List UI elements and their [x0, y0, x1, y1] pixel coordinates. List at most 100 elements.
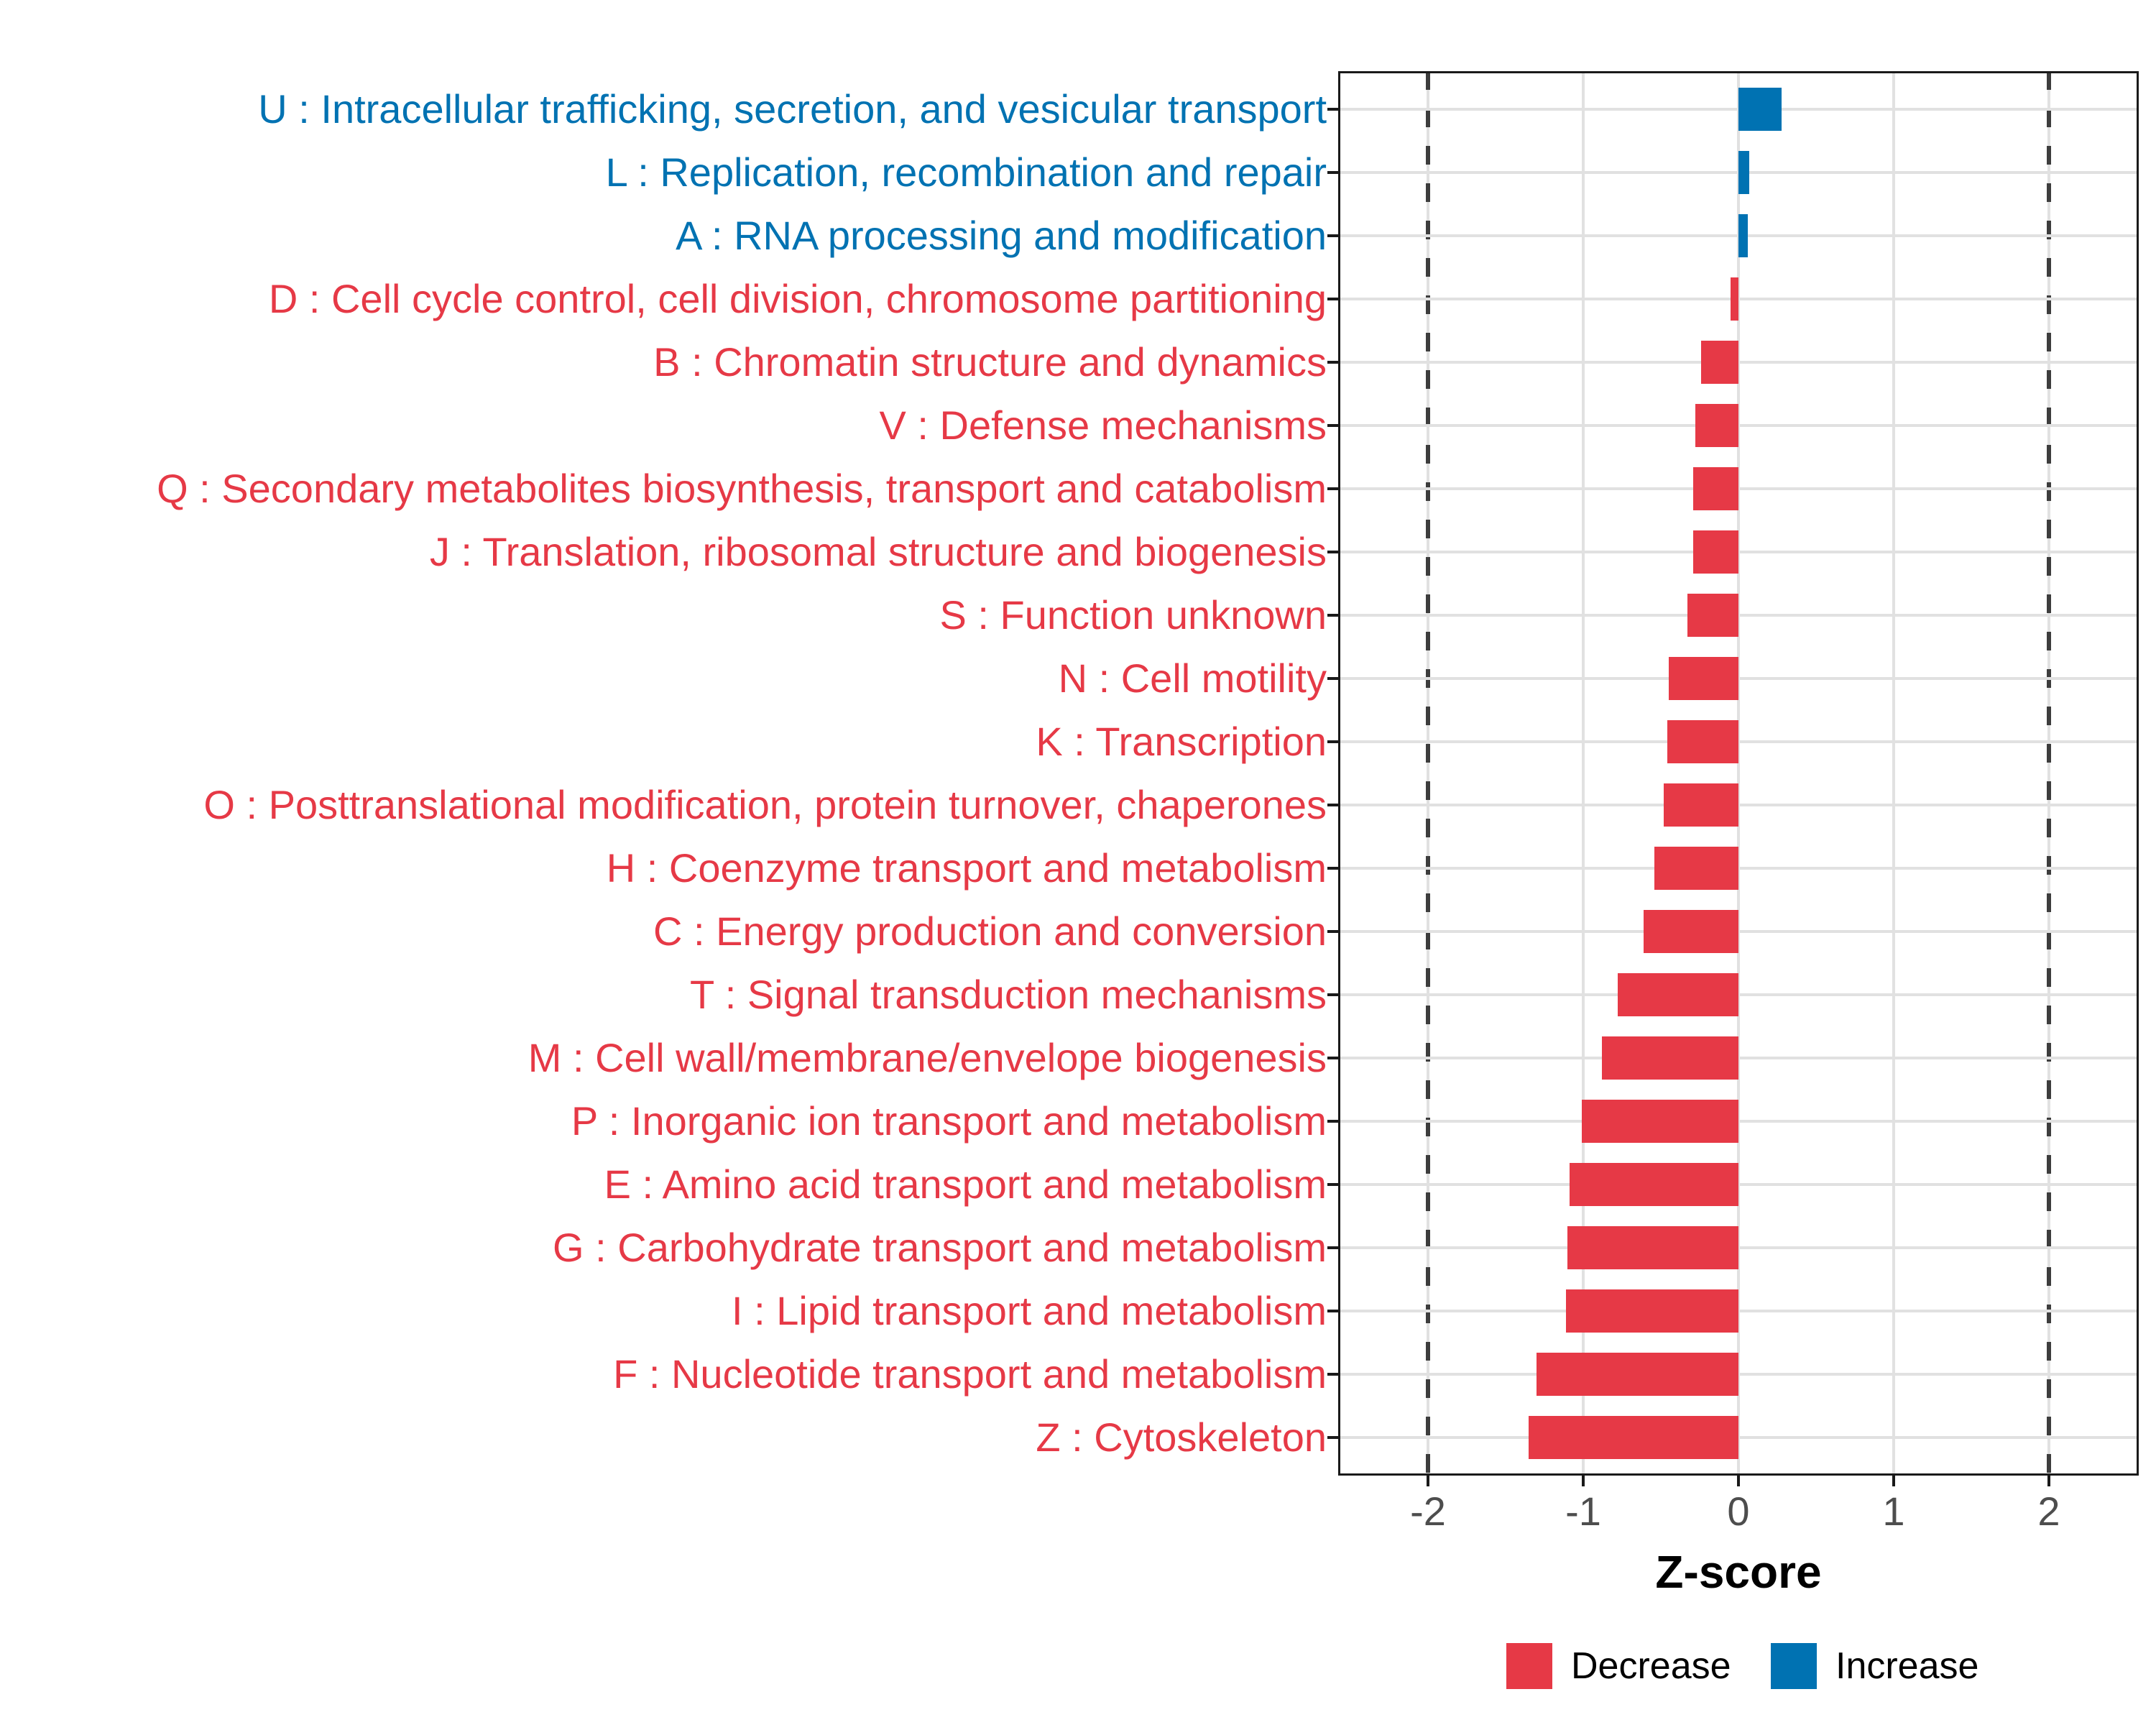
- gridline-y-V: [1338, 423, 2139, 427]
- y-tick-K: [1327, 740, 1338, 743]
- y-label-O: O : Posttranslational modification, prot…: [203, 781, 1327, 827]
- bar-A: [1738, 213, 1748, 257]
- bar-Z: [1529, 1415, 1738, 1459]
- y-tick-G: [1327, 1246, 1338, 1249]
- gridline-x--1: [1582, 71, 1585, 1476]
- bar-N: [1668, 656, 1738, 700]
- x-tick-label-1: 1: [1882, 1489, 1905, 1534]
- y-tick-N: [1327, 676, 1338, 680]
- y-label-S: S : Function unknown: [939, 592, 1327, 638]
- y-tick-Z: [1327, 1435, 1338, 1439]
- bar-F: [1537, 1352, 1738, 1396]
- gridline-x-0: [1737, 71, 1740, 1476]
- y-tick-C: [1327, 929, 1338, 933]
- x-tick-label--2: -2: [1410, 1489, 1446, 1534]
- reference-line--2: [1426, 71, 1430, 1476]
- y-tick-H: [1327, 866, 1338, 870]
- bar-C: [1644, 909, 1738, 953]
- legend-key-increase: [1771, 1643, 1817, 1689]
- gridline-y-C: [1338, 929, 2139, 933]
- x-tick-0: [1737, 1476, 1740, 1486]
- gridline-y-H: [1338, 866, 2139, 870]
- y-tick-T: [1327, 993, 1338, 996]
- y-tick-Q: [1327, 487, 1338, 490]
- bar-K: [1667, 719, 1738, 763]
- x-tick-label-2: 2: [2037, 1489, 2060, 1534]
- y-label-J: J : Translation, ribosomal structure and…: [429, 528, 1327, 574]
- bar-O: [1664, 783, 1738, 827]
- y-label-B: B : Chromatin structure and dynamics: [653, 339, 1327, 385]
- bar-L: [1738, 150, 1750, 194]
- legend-key-decrease: [1506, 1643, 1552, 1689]
- y-label-Q: Q : Secondary metabolites biosynthesis, …: [157, 465, 1327, 511]
- legend-label-decrease: Decrease: [1571, 1645, 1731, 1687]
- bar-B: [1701, 340, 1738, 384]
- y-tick-P: [1327, 1119, 1338, 1123]
- y-label-V: V : Defense mechanisms: [879, 402, 1327, 448]
- bar-H: [1654, 846, 1738, 890]
- gridline-y-N: [1338, 676, 2139, 680]
- y-tick-V: [1327, 423, 1338, 427]
- y-tick-J: [1327, 550, 1338, 553]
- y-label-M: M : Cell wall/membrane/envelope biogenes…: [528, 1034, 1327, 1080]
- bar-U: [1738, 87, 1782, 131]
- gridline-y-K: [1338, 740, 2139, 743]
- y-label-H: H : Coenzyme transport and metabolism: [606, 845, 1327, 891]
- y-tick-B: [1327, 360, 1338, 364]
- gridline-y-G: [1338, 1246, 2139, 1249]
- y-label-T: T : Signal transduction mechanisms: [689, 971, 1327, 1017]
- y-tick-A: [1327, 234, 1338, 237]
- y-label-E: E : Amino acid transport and metabolism: [604, 1161, 1327, 1207]
- gridline-y-D: [1338, 297, 2139, 300]
- gridline-y-E: [1338, 1182, 2139, 1186]
- x-tick--2: [1427, 1476, 1429, 1486]
- legend-label-increase: Increase: [1835, 1645, 1979, 1687]
- y-label-K: K : Transcription: [1036, 718, 1327, 764]
- gridline-y-T: [1338, 993, 2139, 996]
- y-label-N: N : Cell motility: [1058, 655, 1327, 701]
- y-label-D: D : Cell cycle control, cell division, c…: [268, 275, 1327, 321]
- gridline-y-I: [1338, 1309, 2139, 1312]
- bar-P: [1581, 1099, 1738, 1143]
- bar-S: [1687, 593, 1738, 637]
- x-axis-title: Z-score: [1655, 1546, 1822, 1598]
- gridline-y-S: [1338, 613, 2139, 617]
- bar-D: [1731, 277, 1738, 321]
- bar-G: [1567, 1225, 1738, 1269]
- y-tick-M: [1327, 1056, 1338, 1059]
- x-tick--1: [1582, 1476, 1585, 1486]
- y-label-F: F : Nucleotide transport and metabolism: [613, 1351, 1327, 1397]
- gridline-y-P: [1338, 1119, 2139, 1123]
- bar-M: [1601, 1036, 1738, 1080]
- y-label-Z: Z : Cytoskeleton: [1036, 1414, 1327, 1460]
- gridline-y-M: [1338, 1056, 2139, 1059]
- y-tick-S: [1327, 613, 1338, 617]
- bar-E: [1569, 1162, 1738, 1206]
- gridline-y-B: [1338, 360, 2139, 364]
- y-tick-F: [1327, 1372, 1338, 1376]
- bar-I: [1566, 1289, 1738, 1333]
- x-tick-label-0: 0: [1727, 1489, 1750, 1534]
- y-label-A: A : RNA processing and modification: [676, 212, 1327, 258]
- y-label-C: C : Energy production and conversion: [653, 908, 1327, 954]
- gridline-y-O: [1338, 803, 2139, 806]
- gridline-y-F: [1338, 1372, 2139, 1376]
- y-tick-U: [1327, 107, 1338, 111]
- x-tick-2: [2047, 1476, 2050, 1486]
- y-tick-D: [1327, 297, 1338, 300]
- y-label-I: I : Lipid transport and metabolism: [732, 1287, 1327, 1333]
- x-tick-label--1: -1: [1565, 1489, 1601, 1534]
- reference-line-2: [2047, 71, 2051, 1476]
- gridline-y-Z: [1338, 1435, 2139, 1439]
- gridline-x-1: [1892, 71, 1895, 1476]
- x-tick-1: [1892, 1476, 1895, 1486]
- y-label-U: U : Intracellular trafficking, secretion…: [258, 86, 1327, 132]
- y-label-G: G : Carbohydrate transport and metabolis…: [553, 1224, 1327, 1270]
- gridline-y-Q: [1338, 487, 2139, 490]
- y-tick-E: [1327, 1182, 1338, 1186]
- gridline-y-J: [1338, 550, 2139, 553]
- y-tick-L: [1327, 170, 1338, 174]
- y-tick-O: [1327, 803, 1338, 806]
- y-tick-I: [1327, 1309, 1338, 1312]
